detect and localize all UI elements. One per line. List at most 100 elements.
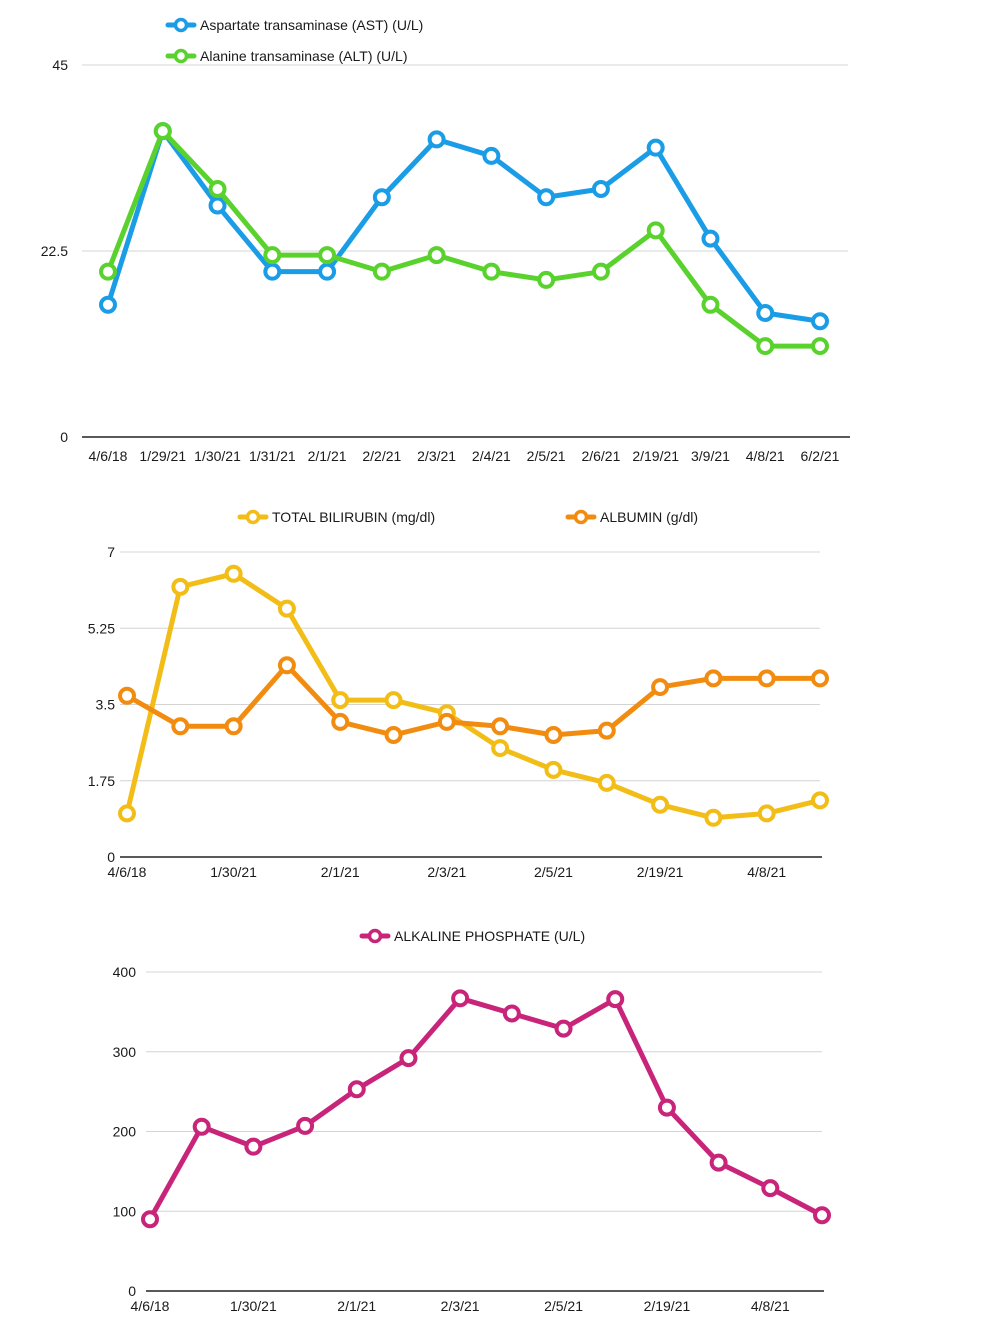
y-tick-label: 0 (128, 1283, 136, 1299)
data-point (263, 246, 282, 265)
y-tick-label: 300 (113, 1044, 137, 1060)
data-point (384, 726, 403, 744)
data-point (554, 1019, 573, 1038)
data-point (657, 1098, 676, 1117)
y-tick-label: 3.5 (96, 697, 116, 713)
data-point (491, 739, 510, 758)
chart-3: 0 100 200 300 400 4/6/18 1/30/21 2/1/21 2/3/21 2/… (113, 928, 831, 1314)
data-point (318, 246, 337, 265)
series-line (105, 128, 823, 324)
x-tick-label: 2/5/21 (544, 1298, 583, 1314)
data-point (384, 691, 403, 710)
data-point (437, 712, 456, 731)
x-tick-label: 4/8/21 (747, 864, 786, 880)
data-point (756, 337, 775, 356)
legend-swatch-marker (367, 928, 383, 944)
data-point (399, 1049, 418, 1068)
data-point (606, 990, 625, 1009)
x-tick-label: 2/3/21 (417, 448, 456, 464)
data-point (277, 599, 296, 618)
data-point (537, 270, 556, 289)
x-tick-label: 4/8/21 (751, 1298, 790, 1314)
data-point (701, 229, 720, 248)
data-point (757, 804, 776, 823)
data-point (813, 1206, 831, 1225)
y-tick-label: 7 (107, 544, 115, 560)
data-point (244, 1137, 263, 1156)
data-point (651, 795, 670, 814)
data-point (491, 717, 510, 736)
y-tick-label: 45 (52, 57, 68, 73)
chart-2: 0 1.75 3.5 5.25 7 4/6/18 1/30/21 2/1/21 2/3/21 2/… (88, 509, 829, 880)
x-tick-label: 4/8/21 (746, 448, 785, 464)
x-tick-label: 2/19/21 (637, 864, 684, 880)
data-point (263, 262, 282, 281)
legend-label: Aspartate transaminase (AST) (U/L) (200, 17, 423, 33)
x-tick-label: 2/1/21 (337, 1298, 376, 1314)
y-tick-label: 100 (113, 1203, 137, 1219)
y-tick-label: 0 (107, 849, 115, 865)
x-tick-label: 2/3/21 (427, 864, 466, 880)
data-point (451, 989, 470, 1008)
data-point (99, 262, 117, 281)
data-point (651, 678, 670, 697)
y-tick-label: 200 (113, 1124, 137, 1140)
data-point (347, 1080, 366, 1099)
data-point (597, 773, 616, 792)
data-point (482, 146, 501, 165)
data-point (427, 130, 446, 149)
x-tick-label: 4/6/18 (89, 448, 128, 464)
x-tick-label: 6/2/21 (801, 448, 840, 464)
data-point (118, 804, 136, 823)
data-point (372, 188, 391, 207)
data-point (224, 717, 243, 736)
data-point (208, 196, 227, 215)
data-point (277, 656, 296, 675)
data-point (757, 669, 776, 688)
y-tick-label: 1.75 (88, 773, 115, 789)
y-tick-label: 400 (113, 964, 137, 980)
legend-swatch-marker (245, 509, 261, 525)
data-point (99, 295, 117, 314)
series-line (124, 571, 823, 821)
data-point (811, 791, 829, 810)
x-tick-label: 1/30/21 (210, 864, 257, 880)
data-point (811, 337, 829, 356)
data-point (318, 262, 337, 281)
data-point (153, 122, 172, 141)
y-tick-label: 22.5 (41, 243, 68, 259)
series-line (147, 995, 825, 1222)
data-point (701, 295, 720, 314)
x-tick-label: 3/9/21 (691, 448, 730, 464)
y-tick-label: 0 (60, 429, 68, 445)
legend-swatch-marker (173, 17, 189, 33)
data-point (646, 221, 665, 240)
x-tick-label: 2/3/21 (441, 1298, 480, 1314)
x-tick-label: 2/1/21 (308, 448, 347, 464)
data-point (192, 1117, 211, 1136)
x-tick-label: 2/1/21 (321, 864, 360, 880)
x-tick-label: 2/6/21 (581, 448, 620, 464)
data-point (224, 564, 243, 583)
data-point (544, 726, 563, 744)
legend-swatch-marker (173, 48, 189, 64)
x-tick-label: 2/4/21 (472, 448, 511, 464)
data-point (141, 1210, 159, 1229)
data-point (704, 669, 723, 688)
data-point (372, 262, 391, 281)
data-point (331, 691, 350, 710)
data-point (537, 188, 556, 207)
data-point (811, 312, 829, 331)
x-tick-label: 1/29/21 (139, 448, 186, 464)
x-tick-label: 2/19/21 (632, 448, 679, 464)
x-tick-label: 1/30/21 (194, 448, 241, 464)
data-point (704, 808, 723, 827)
data-point (331, 712, 350, 731)
data-point (761, 1179, 780, 1198)
x-tick-label: 2/5/21 (534, 864, 573, 880)
data-point (502, 1004, 521, 1023)
series-line (124, 662, 823, 738)
legend-label: Alanine transaminase (ALT) (U/L) (200, 48, 407, 64)
x-tick-label: 4/6/18 (131, 1298, 170, 1314)
